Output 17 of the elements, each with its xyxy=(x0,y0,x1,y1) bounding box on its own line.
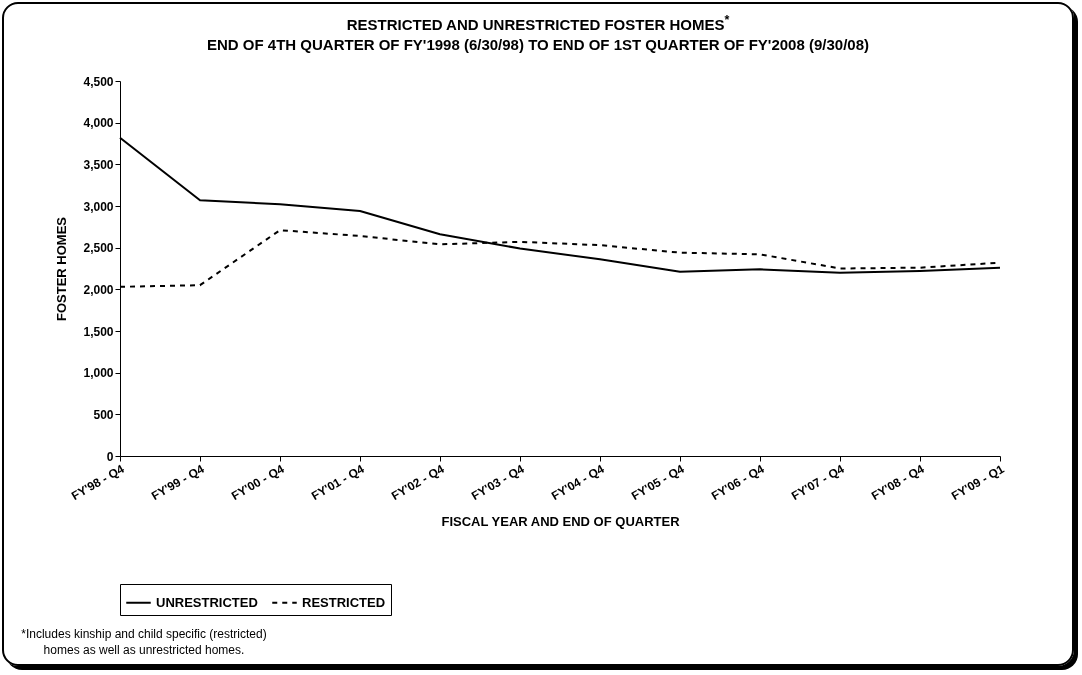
y-tick-label: 500 xyxy=(93,407,114,422)
y-tick-label: 3,500 xyxy=(83,157,114,172)
legend-label: UNRESTRICTED xyxy=(156,594,258,610)
y-tick-label: 4,000 xyxy=(83,116,114,131)
chart-subtitle: END OF 4TH QUARTER OF FY'1998 (6/30/98) TO END OF 1ST QUARTER OF FY'2008 (9/30/08) xyxy=(206,35,870,55)
y-tick-label: 2,000 xyxy=(83,282,114,297)
text: *Includes kinship and child specific (restricted) homes as well as unrestricted homes. xyxy=(20,626,268,658)
y-tick-label: 2,500 xyxy=(83,241,114,256)
y-tick-label: 0 xyxy=(106,449,114,464)
x-axis-title: FISCAL YEAR AND END OF QUARTER xyxy=(441,514,681,530)
legend-label: RESTRICTED xyxy=(302,594,386,610)
y-tick-label: 1,500 xyxy=(83,324,114,339)
y-tick-label: 3,000 xyxy=(83,199,114,214)
y-tick-label: 1,000 xyxy=(83,366,114,381)
y-axis-title: FOSTER HOMES xyxy=(54,216,70,322)
y-tick-label: 4,500 xyxy=(83,74,114,89)
chart-title: RESTRICTED AND UNRESTRICTED FOSTER HOMES$^{*}$ xyxy=(345,12,731,35)
